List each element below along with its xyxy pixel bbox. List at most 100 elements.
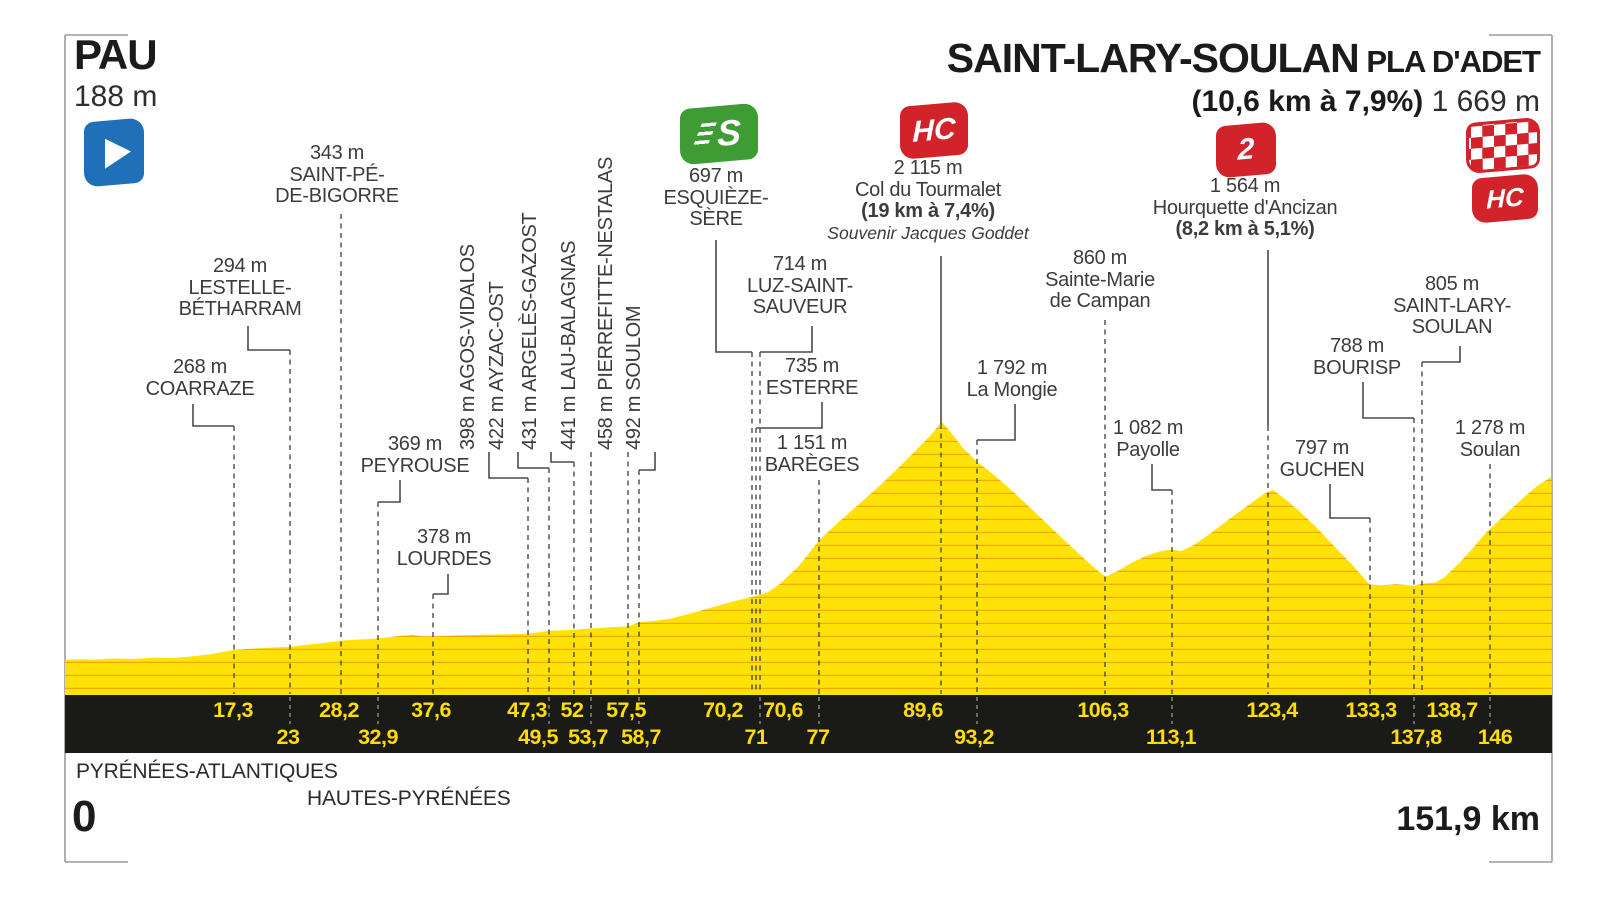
distance-bar	[65, 695, 1552, 753]
waypoint-label-line: Sainte-Marie	[1045, 268, 1155, 291]
waypoint-label-line: 294 m	[212, 255, 268, 277]
start-header: PAU 188 m	[74, 31, 158, 113]
waypoint-label: 860 m Sainte-Marie de Campan	[1045, 247, 1155, 313]
waypoint-label-line: (8,2 km à 5,1%)	[1175, 218, 1315, 240]
waypoint-label: 1 082 m Payolle	[1112, 417, 1184, 461]
waypoint-label-vertical: 458 m PIERREFITTE-NESTALAS	[594, 156, 617, 450]
start-elevation: 188 m	[74, 80, 158, 113]
km-marker: 47,3	[507, 698, 547, 722]
km-marker: 70,2	[703, 698, 743, 722]
waypoint-label: 343 m SAINT-PÉ- DE-BIGORRE	[275, 142, 399, 208]
waypoint-label-line: Payolle	[1116, 438, 1180, 461]
cat2-label: 2	[1237, 132, 1255, 167]
waypoint-label-vertical: 422 m AYZAC-OST	[485, 281, 508, 450]
waypoint-label-line: PEYROUSE	[360, 454, 470, 477]
leader-lines	[192, 214, 1491, 724]
waypoint-label-vertical: 431 m ARGELÈS-GAZOST	[518, 212, 541, 450]
department-label-2: HAUTES-PYRÉNÉES	[307, 787, 511, 810]
hc-climb-badge-finish: HC	[1472, 173, 1538, 224]
waypoint-label-line: 1 792 m	[976, 357, 1048, 379]
waypoint-label: 268 m COARRAZE	[145, 356, 255, 400]
waypoint-label: 1 278 m Soulan	[1454, 417, 1526, 461]
hc-climb-badge-tourmalet: HC	[900, 101, 968, 160]
km-marker: 32,9	[358, 725, 398, 749]
waypoint-label-line: SAUVEUR	[752, 296, 848, 318]
km-marker: 138,7	[1426, 698, 1478, 722]
waypoint-label-line: 714 m	[772, 253, 828, 275]
km-marker: 23	[276, 725, 300, 749]
km-marker: 93,2	[954, 725, 994, 749]
km-marker: 106,3	[1077, 698, 1129, 722]
waypoint-label-vertical: 492 m SOULOM	[622, 305, 645, 450]
waypoint-label: 369 m PEYROUSE	[360, 433, 470, 477]
waypoint-label-line: SÈRE	[689, 208, 743, 230]
finish-flag-icon	[1466, 116, 1540, 175]
finish-city-suffix: PLA D'ADET	[1358, 44, 1541, 79]
waypoint-label: 294 m LESTELLE- BÉTHARRAM	[179, 255, 302, 321]
waypoint-label-line: BOURISP	[1313, 356, 1401, 379]
km-marker: 57,5	[606, 698, 646, 722]
waypoint-label-line: DE-BIGORRE	[275, 185, 399, 207]
finish-header: SAINT-LARY-SOULAN PLA D'ADET (10,6 km à …	[946, 35, 1541, 117]
waypoint-label-line: 378 m	[416, 526, 472, 548]
waypoint-label-line: BARÈGES	[764, 453, 860, 476]
waypoint-label-vertical: 441 m LAU-BALAGNAS	[557, 240, 580, 450]
finish-city: SAINT-LARY-SOULAN PLA D'ADET	[946, 35, 1541, 81]
play-triangle-icon	[105, 136, 131, 169]
waypoint-label-line: ESTERRE	[765, 376, 859, 399]
km-marker: 133,3	[1345, 698, 1397, 722]
km-marker: 70,6	[763, 698, 803, 722]
start-km-label: 0	[72, 792, 97, 841]
km-marker: 58,7	[621, 725, 661, 749]
waypoint-label: 697 m ESQUIÈZE- SÈRE	[663, 165, 769, 231]
km-marker: 146	[1477, 725, 1513, 749]
waypoint-label: 1 151 m BARÈGES	[764, 432, 860, 476]
km-marker: 77	[806, 725, 830, 749]
elevation-area	[65, 421, 1552, 695]
waypoint-label-line: 805 m	[1424, 273, 1480, 295]
waypoint-label-line: 343 m	[309, 142, 365, 164]
waypoint-label-line: COARRAZE	[145, 377, 255, 400]
finish-gradient: (10,6 km à 7,9%)	[1191, 85, 1424, 118]
waypoint-label-line: SAINT-LARY-	[1393, 294, 1511, 317]
start-city: PAU	[74, 31, 158, 78]
waypoint-label: 2 115 m Col du Tourmalet (19 km à 7,4%) Sou…	[827, 157, 1029, 244]
waypoint-label-line: 735 m	[784, 355, 840, 377]
hc-label: HC	[912, 111, 956, 149]
km-marker: 52	[560, 698, 584, 722]
waypoint-label-line: Souvenir Jacques Goddet	[827, 222, 1029, 243]
waypoint-label: 735 m ESTERRE	[765, 355, 859, 399]
waypoint-label-line: SAINT-PÉ-	[289, 163, 385, 186]
finish-city-main: SAINT-LARY-SOULAN	[946, 35, 1360, 81]
km-marker: 17,3	[213, 698, 253, 722]
waypoint-label-line: (19 km à 7,4%)	[861, 200, 995, 222]
waypoint-label: 378 m LOURDES	[397, 526, 492, 570]
waypoint-label-line: 788 m	[1329, 335, 1385, 357]
waypoint-label-line: Col du Tourmalet	[854, 178, 1002, 201]
km-marker: 53,7	[568, 725, 608, 749]
waypoint-label-line: LESTELLE-	[188, 276, 292, 299]
km-marker: 49,5	[518, 725, 558, 749]
start-flag-icon	[84, 117, 144, 188]
finish-detail: (10,6 km à 7,9%) 1 669 m	[947, 87, 1540, 117]
finish-elevation: 1 669 m	[1423, 85, 1540, 118]
waypoint-label-line: 1 082 m	[1112, 417, 1184, 439]
waypoint-label-line: ESQUIÈZE-	[663, 186, 769, 209]
km-marker: 137,8	[1390, 725, 1442, 749]
km-marker: 89,6	[903, 698, 943, 722]
waypoint-label-line: 1 278 m	[1454, 417, 1526, 439]
km-marker: 123,4	[1246, 698, 1298, 722]
total-distance-label: 151,9 km	[1396, 800, 1540, 838]
sprint-icon: S	[680, 102, 758, 166]
waypoint-label-line: 2 115 m	[893, 157, 963, 179]
waypoint-label-line: Hourquette d'Ancizan	[1152, 196, 1338, 219]
waypoint-label-line: SOULAN	[1411, 316, 1493, 338]
waypoint-label-line: Soulan	[1459, 438, 1521, 461]
waypoint-label: 1 792 m La Mongie	[967, 357, 1058, 401]
waypoint-label-line: 1 151 m	[776, 432, 848, 454]
sprint-letter: S	[716, 111, 741, 155]
km-marker: 71	[744, 725, 768, 749]
waypoint-label-vertical: 398 m AGOS-VIDALOS	[456, 244, 479, 450]
